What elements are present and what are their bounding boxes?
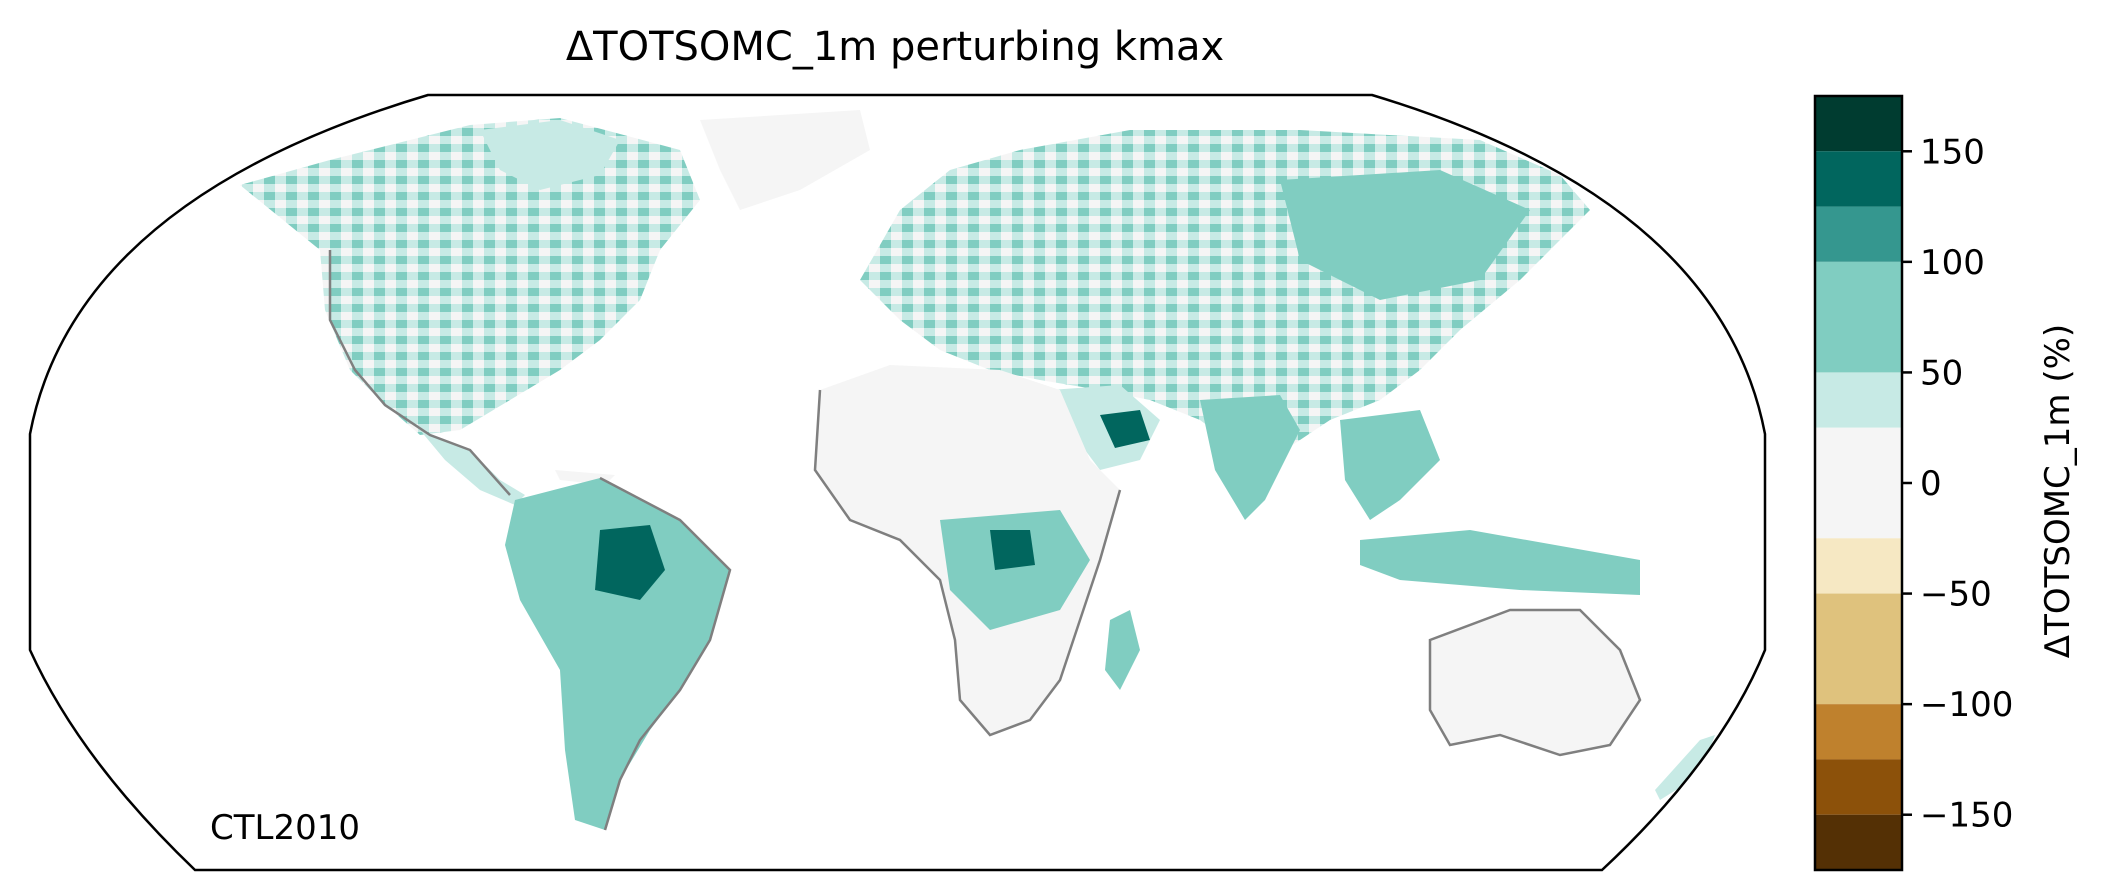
colorbar-tick-label: −150 bbox=[1920, 796, 2013, 836]
land-madagascar bbox=[1105, 610, 1140, 690]
colorbar-label: ΔTOTSOMC_1m (%) bbox=[2038, 323, 2078, 659]
land-africa-central bbox=[940, 510, 1090, 630]
colorbar-bin bbox=[1815, 538, 1902, 594]
colorbar-tick-label: 50 bbox=[1920, 353, 1963, 393]
map-data-layer bbox=[240, 110, 1715, 830]
land-south-america bbox=[505, 478, 730, 830]
world-map bbox=[28, 93, 1767, 872]
colorbar-bin bbox=[1815, 759, 1902, 815]
colorbar-bin bbox=[1815, 261, 1902, 373]
colorbar-bin bbox=[1815, 151, 1902, 207]
land-south-america-amazon bbox=[595, 525, 665, 600]
colorbar-tick-label: −50 bbox=[1920, 575, 1992, 615]
colorbar-bin bbox=[1815, 814, 1902, 870]
colorbar-bins bbox=[1815, 96, 1902, 870]
colorbar-bin bbox=[1815, 704, 1902, 760]
colorbar-tick-label: 100 bbox=[1920, 243, 1985, 283]
colorbar-bin bbox=[1815, 206, 1902, 262]
colorbar-bin bbox=[1815, 372, 1902, 428]
land-north-america bbox=[240, 118, 700, 435]
land-arabia-highlight bbox=[1100, 410, 1150, 448]
colorbar: 150 100 50 0 −50 −100 −150 bbox=[1813, 94, 2013, 872]
coastlines bbox=[328, 250, 1642, 831]
land-siberia-highlight bbox=[1280, 170, 1530, 300]
land-canadian-islands bbox=[480, 120, 620, 190]
colorbar-ticks: 150 100 50 0 −50 −100 −150 bbox=[1902, 132, 2013, 836]
colorbar-bin bbox=[1815, 593, 1902, 705]
land-greenland bbox=[700, 110, 870, 210]
colorbar-tick-label: 150 bbox=[1920, 132, 1985, 172]
land-indonesia bbox=[1360, 530, 1640, 595]
colorbar-tick-label: 0 bbox=[1920, 464, 1942, 504]
land-india bbox=[1200, 395, 1300, 520]
colorbar-bin bbox=[1815, 427, 1902, 539]
map-title: ΔTOTSOMC_1m perturbing kmax bbox=[565, 24, 1225, 70]
land-central-america bbox=[420, 430, 525, 505]
colorbar-bin bbox=[1815, 96, 1902, 152]
scenario-label: CTL2010 bbox=[210, 808, 360, 848]
map-frame bbox=[28, 93, 1767, 872]
land-arabia bbox=[1050, 385, 1160, 470]
land-congo-highlight bbox=[990, 530, 1035, 570]
colorbar-tick-label: −100 bbox=[1920, 685, 2013, 725]
land-southeast-asia bbox=[1340, 410, 1440, 520]
land-new-zealand bbox=[1655, 735, 1715, 800]
land-australia bbox=[1430, 610, 1640, 755]
